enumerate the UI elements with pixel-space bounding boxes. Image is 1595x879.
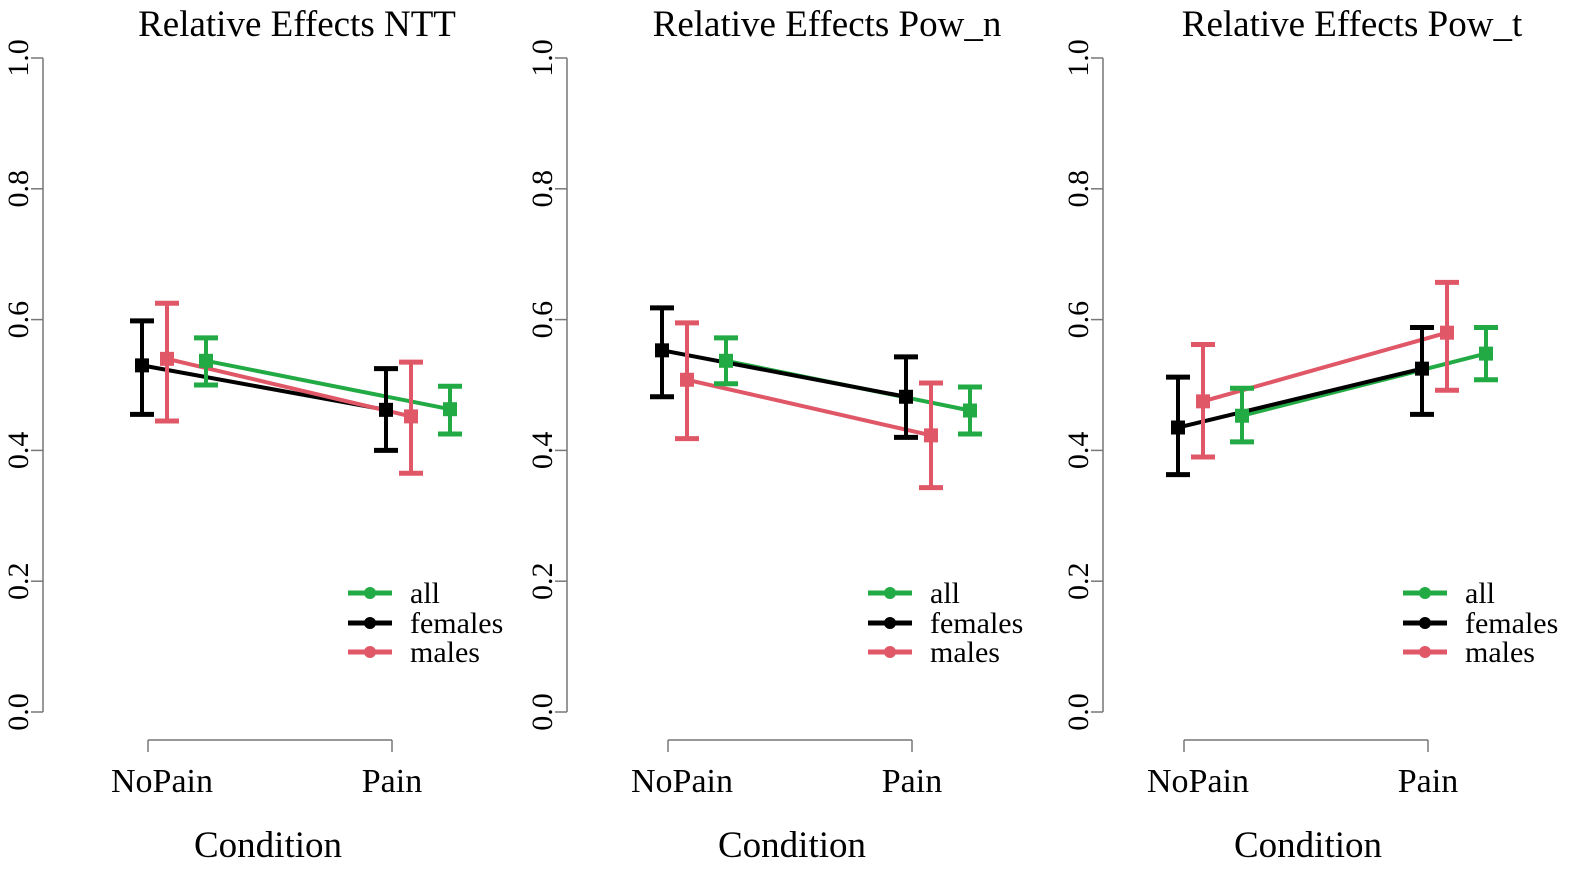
y-tick-label: 1.0 [1062, 39, 1095, 77]
data-point-males [680, 372, 694, 387]
y-tick-label: 0.2 [1062, 562, 1095, 600]
y-tick-label: 0.2 [2, 562, 35, 600]
y-tick-label: 0.8 [2, 170, 35, 208]
x-tick-label: NoPain [111, 763, 213, 800]
x-tick-label: NoPain [1147, 763, 1249, 800]
x-tick-label: NoPain [631, 763, 733, 800]
data-point-all [199, 353, 213, 368]
data-point-males [160, 351, 174, 366]
x-axis-title: Condition [718, 825, 866, 866]
y-tick-label: 0.2 [526, 562, 559, 600]
data-point-males [924, 428, 938, 443]
data-point-all [1479, 346, 1493, 361]
y-tick-label: 0.8 [526, 170, 559, 208]
data-point-females [655, 343, 669, 358]
data-point-all [1235, 408, 1249, 423]
y-tick-label: 0.6 [1062, 301, 1095, 339]
data-point-females [135, 358, 149, 373]
y-tick-label: 0.4 [1062, 432, 1095, 470]
chart-panel-2: Relative Effects Pow_n 0.0 0.2 0.4 0.6 0.8 1.0… [526, 4, 1023, 866]
data-point-all [719, 353, 733, 368]
y-tick-label: 0.0 [1062, 693, 1095, 731]
y-tick-label: 0.6 [526, 301, 559, 339]
y-tick-label: 0.4 [526, 432, 559, 470]
legend-marker-all [364, 587, 376, 599]
y-tick-label: 0.6 [2, 301, 35, 339]
x-tick-label: Pain [362, 763, 422, 800]
legend-label-males: males [930, 636, 1000, 669]
data-point-females [1415, 361, 1429, 376]
legend-label-all: all [930, 577, 960, 610]
data-point-all [963, 403, 977, 418]
data-point-females [899, 389, 913, 404]
y-tick-label: 0.8 [1062, 170, 1095, 208]
legend-label-females: females [1465, 607, 1558, 640]
y-tick-label: 1.0 [526, 39, 559, 77]
chart-title: Relative Effects Pow_t [1182, 4, 1523, 45]
data-point-males [404, 409, 418, 424]
legend-label-all: all [1465, 577, 1495, 610]
legend-marker-males [364, 646, 376, 658]
x-tick-label: Pain [882, 763, 942, 800]
series-line-males [686, 377, 932, 438]
data-point-males [1440, 325, 1454, 340]
data-point-males [1196, 394, 1210, 409]
data-point-females [1171, 420, 1185, 435]
chart-title: Relative Effects NTT [138, 4, 456, 45]
legend-label-all: all [410, 577, 440, 610]
legend-marker-all [1419, 587, 1431, 599]
x-axis-title: Condition [1234, 825, 1382, 866]
legend-marker-all [884, 587, 896, 599]
legend-marker-males [884, 646, 896, 658]
chart-title: Relative Effects Pow_n [653, 4, 1002, 45]
y-tick-label: 1.0 [2, 39, 35, 77]
data-point-females [379, 402, 393, 417]
series-line-females [1177, 366, 1423, 430]
chart-panel-1: Relative Effects NTT 0.0 0.2 0.4 0.6 0.8 1.0 No… [2, 4, 503, 866]
series-line-females [661, 348, 907, 399]
legend-marker-males [1419, 646, 1431, 658]
data-point-all [443, 402, 457, 417]
y-tick-label: 0.0 [526, 693, 559, 731]
legend-label-males: males [1465, 636, 1535, 669]
x-tick-label: Pain [1398, 763, 1458, 800]
legend-label-females: females [410, 607, 503, 640]
legend-marker-females [1419, 617, 1431, 629]
legend-label-males: males [410, 636, 480, 669]
chart-panel-3: Relative Effects Pow_t 0.0 0.2 0.4 0.6 0.8 1.0… [1062, 4, 1558, 866]
x-axis-title: Condition [194, 825, 342, 866]
y-tick-label: 0.0 [2, 693, 35, 731]
legend-marker-females [364, 617, 376, 629]
legend-label-females: females [930, 607, 1023, 640]
legend-marker-females [884, 617, 896, 629]
y-tick-label: 0.4 [2, 432, 35, 470]
